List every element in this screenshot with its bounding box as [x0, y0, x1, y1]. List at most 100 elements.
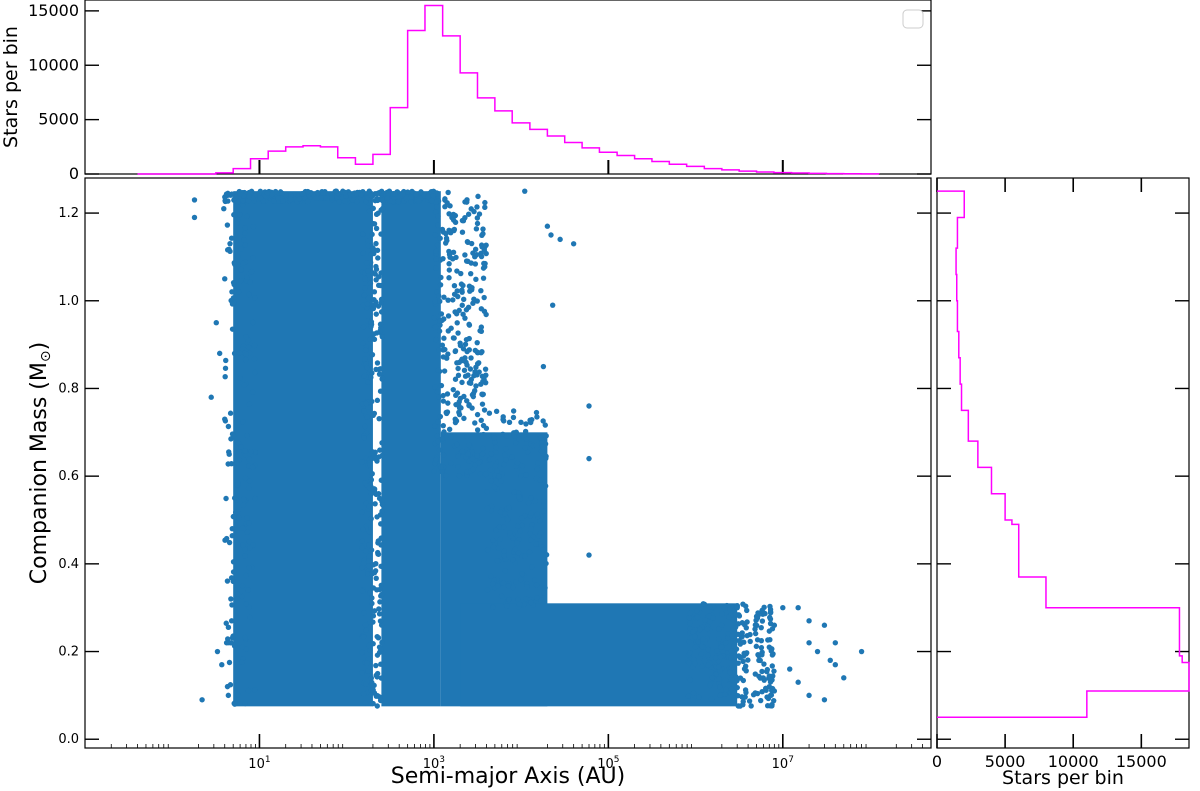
scatter-point	[229, 602, 235, 608]
scatter-point	[442, 204, 448, 210]
scatter-point	[223, 191, 230, 197]
scatter-point	[376, 611, 383, 617]
scatter-point	[464, 362, 470, 368]
scatter-point	[522, 553, 528, 560]
scatter-point	[484, 547, 491, 553]
scatter-point	[528, 599, 534, 606]
scatter-point	[434, 433, 441, 439]
scatter-point	[231, 495, 238, 501]
scatter-point	[446, 261, 452, 267]
scatter-point	[369, 231, 375, 238]
scatter-point	[706, 613, 712, 619]
scatter-point	[235, 253, 241, 260]
scatter-point	[686, 614, 693, 621]
dense-region-wide-binary-band	[381, 191, 441, 707]
scatter-point	[540, 418, 546, 424]
scatter-point	[367, 647, 373, 653]
scatter-point	[223, 495, 229, 502]
scatter-point	[365, 268, 371, 274]
scatter-point	[444, 409, 451, 415]
scatter-point	[366, 503, 372, 510]
right-hist-xtick-label: 15000	[1116, 752, 1167, 771]
scatter-point	[235, 199, 242, 205]
scatter-point	[246, 478, 253, 484]
scatter-point	[222, 365, 229, 371]
scatter-point	[450, 217, 457, 223]
scatter-point	[219, 661, 225, 668]
scatter-point	[436, 347, 442, 353]
scatter-point	[435, 438, 441, 445]
scatter-point	[446, 211, 452, 217]
scatter-point	[359, 544, 365, 551]
scatter-point	[543, 552, 550, 558]
scatter-point	[373, 672, 379, 679]
scatter-point	[230, 433, 237, 439]
scatter-point	[690, 629, 696, 635]
scatter-point	[240, 496, 247, 503]
scatter-point	[440, 354, 447, 360]
scatter-point	[744, 632, 750, 639]
scatter-point	[222, 374, 228, 380]
scatter-point	[468, 260, 474, 266]
scatter-point	[374, 195, 380, 202]
scatter-point	[570, 241, 577, 247]
scatter-point	[359, 649, 366, 656]
scatter-point	[320, 190, 326, 196]
scatter-point	[766, 673, 773, 679]
scatter-point	[378, 563, 384, 569]
scatter-point	[700, 601, 706, 607]
scatter-point	[540, 498, 547, 504]
scatter-point	[440, 452, 447, 458]
scatter-point	[459, 379, 465, 386]
scatter-point	[245, 198, 252, 204]
scatter-point	[528, 419, 534, 426]
scatter-point	[459, 229, 466, 235]
scatter-point	[459, 287, 465, 293]
scatter-point	[438, 311, 445, 317]
scatter-point	[237, 191, 243, 198]
scatter-point	[367, 590, 373, 596]
scatter-point	[479, 244, 485, 250]
scatter-point	[245, 587, 251, 593]
scatter-point	[527, 530, 533, 536]
scatter-point	[379, 452, 385, 459]
scatter-point	[503, 433, 510, 439]
scatter-point	[452, 309, 458, 315]
scatter-point	[780, 604, 786, 611]
scatter-point	[432, 384, 438, 390]
scatter-point	[466, 335, 472, 342]
scatter-point	[526, 549, 533, 555]
scatter-point	[717, 684, 723, 690]
scatter-point	[512, 546, 519, 553]
scatter-point	[433, 265, 439, 271]
scatter-point	[455, 330, 461, 336]
scatter-point	[367, 462, 373, 468]
scatter-point	[237, 375, 243, 382]
top-hist-ytick-label: 15000	[28, 1, 79, 20]
scatter-point	[534, 594, 540, 601]
scatter-point	[464, 199, 470, 205]
scatter-point	[369, 679, 375, 686]
scatter-point	[246, 401, 253, 407]
scatter-point	[279, 190, 285, 197]
scatter-point	[510, 414, 517, 421]
scatter-point	[377, 282, 384, 289]
scatter-point	[500, 524, 507, 530]
scatter-point	[360, 231, 366, 237]
scatter-point	[717, 654, 724, 660]
scatter-point	[435, 367, 442, 373]
scatter-point	[264, 190, 271, 196]
scatter-point	[758, 624, 764, 631]
scatter-point	[374, 247, 381, 253]
scatter-point	[521, 601, 527, 607]
scatter-point	[280, 198, 286, 204]
scatter-point	[378, 675, 385, 681]
scatter-ytick-label: 1.2	[58, 206, 79, 221]
scatter-point	[528, 526, 534, 532]
scatter-point	[371, 452, 378, 459]
scatter-point	[366, 553, 373, 560]
scatter-point	[728, 665, 735, 671]
scatter-point	[435, 419, 441, 425]
scatter-point	[242, 225, 249, 231]
scatter-point	[379, 375, 386, 381]
